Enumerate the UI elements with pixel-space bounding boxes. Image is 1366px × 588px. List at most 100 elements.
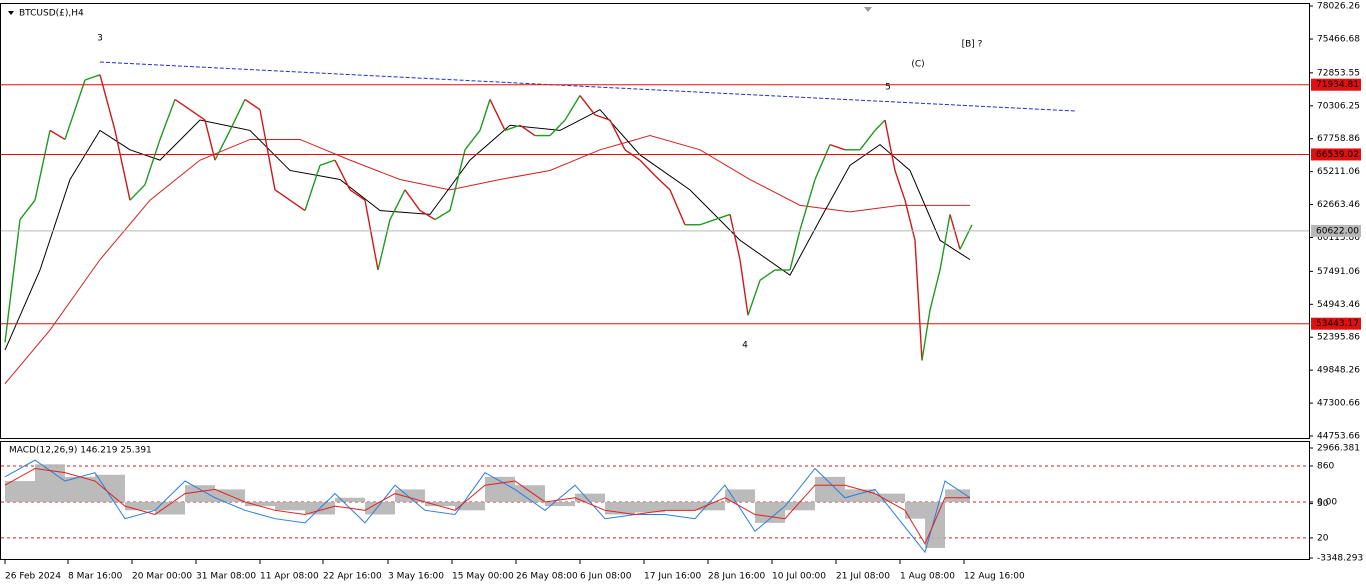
y-tick-label: -3348.293 xyxy=(1317,554,1363,564)
level-badge xyxy=(1311,148,1361,161)
y-tick-label: 75466.68 xyxy=(1317,35,1360,45)
price-segment xyxy=(49,129,66,141)
price-segment xyxy=(84,74,101,81)
x-tick-label: 12 Aug 16:00 xyxy=(964,572,1025,582)
price-segment xyxy=(114,130,131,201)
symbol-title: BTCUSD(£),H4 xyxy=(19,9,84,19)
price-segment xyxy=(214,130,231,161)
price-segment xyxy=(404,189,421,211)
x-tick-label: 21 Jul 08:00 xyxy=(836,572,890,582)
price-segment xyxy=(489,99,506,131)
level-label: 60622.00 xyxy=(1316,226,1359,236)
macd-histogram xyxy=(695,501,725,511)
price-segment xyxy=(19,199,36,221)
price-segment xyxy=(334,159,351,191)
price-segment xyxy=(159,99,176,140)
macd-histogram xyxy=(365,501,395,515)
x-tick-label: 20 Mar 00:00 xyxy=(132,572,192,582)
macd-histogram xyxy=(545,501,575,507)
price-segment xyxy=(259,109,276,190)
price-segment xyxy=(729,214,741,260)
moving-line xyxy=(99,61,1076,112)
price-segment xyxy=(289,199,306,212)
macd-histogram xyxy=(945,489,970,502)
price-segment xyxy=(829,143,846,151)
price-segment xyxy=(714,213,731,221)
x-tick-label: 28 Jun 16:00 xyxy=(708,572,765,582)
macd-histogram xyxy=(845,489,875,502)
y-tick-label: 67758.86 xyxy=(1317,134,1360,144)
level-badge xyxy=(1311,317,1361,330)
wave-label: 3 xyxy=(97,34,103,44)
price-segment xyxy=(609,119,626,151)
price-segment xyxy=(579,95,596,116)
menu-arrow xyxy=(8,11,14,15)
macd-histogram xyxy=(785,501,815,511)
macd-histogram xyxy=(335,497,365,502)
price-segment xyxy=(204,119,216,161)
price-segment xyxy=(389,189,406,220)
price-segment xyxy=(304,165,321,211)
macd-histogram xyxy=(245,501,275,507)
x-tick-label: 6 Jun 08:00 xyxy=(580,572,632,582)
moving-line xyxy=(4,135,970,385)
price-segment xyxy=(244,98,261,111)
y-tick-label: 20 xyxy=(1317,533,1329,543)
macd-histogram xyxy=(635,501,665,513)
level-label: 53443.17 xyxy=(1316,319,1359,329)
price-segment xyxy=(759,269,776,281)
price-segment xyxy=(874,119,886,131)
price-segment xyxy=(549,119,566,137)
y-tick-label: 49848.26 xyxy=(1317,366,1360,376)
macd-histogram xyxy=(575,493,605,502)
level-badge xyxy=(1311,78,1361,91)
price-segment xyxy=(449,149,466,211)
y-tick-label: 57491.06 xyxy=(1317,267,1360,277)
x-tick-label: 10 Jul 00:00 xyxy=(772,572,826,582)
price-segment xyxy=(639,159,656,177)
price-segment xyxy=(939,214,951,271)
price-segment xyxy=(34,130,51,201)
price-segment xyxy=(859,129,876,151)
macd-histogram xyxy=(815,476,845,502)
y-tick-label: 50 xyxy=(1317,499,1329,509)
y-tick-label: 72853.55 xyxy=(1317,68,1360,78)
macd-histogram xyxy=(65,476,95,502)
price-frame xyxy=(0,3,1310,439)
price-segment xyxy=(789,229,801,271)
macd-histogram xyxy=(755,501,785,523)
y-tick-label: 2966.381 xyxy=(1317,444,1360,454)
price-segment xyxy=(519,124,536,137)
price-segment xyxy=(434,209,451,221)
wave-label: [B] ? xyxy=(962,40,983,50)
macd-histogram xyxy=(925,501,945,548)
price-segment xyxy=(624,149,641,161)
price-segment xyxy=(364,200,379,271)
shift-marker xyxy=(864,7,872,12)
macd-histogram xyxy=(35,464,65,502)
x-tick-label: 3 May 16:00 xyxy=(388,572,444,582)
level-label: 71934.81 xyxy=(1316,80,1359,90)
price-segment xyxy=(464,129,481,151)
price-segment xyxy=(669,189,686,226)
price-segment xyxy=(377,219,391,271)
price-segment xyxy=(564,95,581,121)
macd-histogram xyxy=(185,485,215,502)
price-segment xyxy=(64,79,86,140)
macd-histogram xyxy=(455,501,485,511)
price-segment xyxy=(99,74,116,131)
macd-histogram xyxy=(5,481,35,502)
macd-histogram xyxy=(665,501,695,511)
y-tick-label: 44753.66 xyxy=(1317,432,1360,442)
x-tick-label: 15 May 00:00 xyxy=(452,572,514,582)
price-segment xyxy=(799,179,816,231)
price-segment xyxy=(349,189,366,201)
macd-line xyxy=(4,459,971,554)
y-tick-label: 0.00 xyxy=(1317,497,1337,507)
macd-histogram xyxy=(155,501,185,515)
price-segment xyxy=(174,98,191,111)
price-segment xyxy=(747,280,761,316)
x-tick-label: 17 Jun 16:00 xyxy=(644,572,701,582)
price-segment xyxy=(504,124,521,132)
